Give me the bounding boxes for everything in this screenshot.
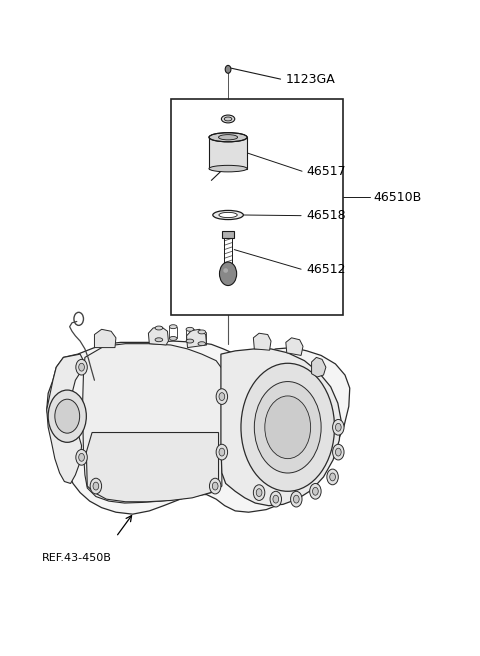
Circle shape — [273, 495, 279, 503]
Bar — [209, 137, 247, 169]
Ellipse shape — [223, 268, 228, 273]
Circle shape — [253, 485, 265, 501]
Circle shape — [209, 478, 221, 494]
Polygon shape — [148, 327, 168, 345]
Ellipse shape — [219, 213, 237, 218]
Circle shape — [333, 444, 344, 460]
Bar — [171, 99, 343, 315]
Circle shape — [216, 444, 228, 460]
Circle shape — [336, 423, 341, 431]
Circle shape — [225, 66, 231, 73]
Bar — [222, 232, 234, 238]
Ellipse shape — [221, 115, 235, 123]
Ellipse shape — [209, 133, 247, 142]
Circle shape — [336, 448, 341, 456]
Circle shape — [212, 482, 218, 490]
Circle shape — [55, 400, 80, 433]
Circle shape — [312, 487, 318, 495]
Ellipse shape — [209, 165, 247, 172]
Circle shape — [219, 393, 225, 401]
Text: REF.43-450B: REF.43-450B — [42, 553, 112, 563]
Circle shape — [270, 491, 281, 507]
Polygon shape — [187, 329, 206, 348]
Circle shape — [48, 390, 86, 442]
Ellipse shape — [213, 211, 243, 220]
Circle shape — [219, 262, 237, 285]
Polygon shape — [286, 338, 303, 356]
Circle shape — [327, 469, 338, 485]
Circle shape — [241, 363, 335, 491]
Circle shape — [254, 382, 321, 473]
Polygon shape — [47, 354, 84, 483]
Text: 46510B: 46510B — [373, 191, 422, 204]
Ellipse shape — [169, 325, 177, 329]
Text: 46518: 46518 — [307, 209, 347, 222]
Polygon shape — [253, 333, 271, 350]
Ellipse shape — [155, 338, 163, 342]
Ellipse shape — [198, 330, 205, 334]
Bar — [224, 237, 232, 262]
Circle shape — [330, 473, 336, 481]
Text: 1123GA: 1123GA — [285, 73, 335, 87]
Circle shape — [79, 453, 84, 461]
Polygon shape — [86, 432, 218, 502]
Circle shape — [219, 448, 225, 456]
Circle shape — [76, 449, 87, 465]
Polygon shape — [221, 349, 341, 506]
Polygon shape — [47, 341, 350, 514]
Ellipse shape — [198, 342, 205, 346]
Polygon shape — [312, 358, 326, 377]
Polygon shape — [83, 344, 222, 503]
Circle shape — [79, 363, 84, 371]
Ellipse shape — [186, 327, 194, 331]
Circle shape — [310, 483, 321, 499]
Circle shape — [256, 489, 262, 497]
Circle shape — [333, 419, 344, 435]
Circle shape — [90, 478, 102, 494]
Ellipse shape — [169, 337, 177, 340]
Circle shape — [216, 389, 228, 405]
Circle shape — [265, 396, 311, 459]
Ellipse shape — [186, 339, 194, 343]
Circle shape — [76, 359, 87, 375]
Circle shape — [290, 491, 302, 507]
Text: 46517: 46517 — [307, 165, 347, 178]
Ellipse shape — [155, 326, 163, 330]
Ellipse shape — [224, 117, 232, 121]
Ellipse shape — [218, 134, 238, 140]
Circle shape — [293, 495, 299, 503]
Circle shape — [93, 482, 99, 490]
Text: 46512: 46512 — [307, 262, 346, 276]
Polygon shape — [95, 329, 116, 348]
